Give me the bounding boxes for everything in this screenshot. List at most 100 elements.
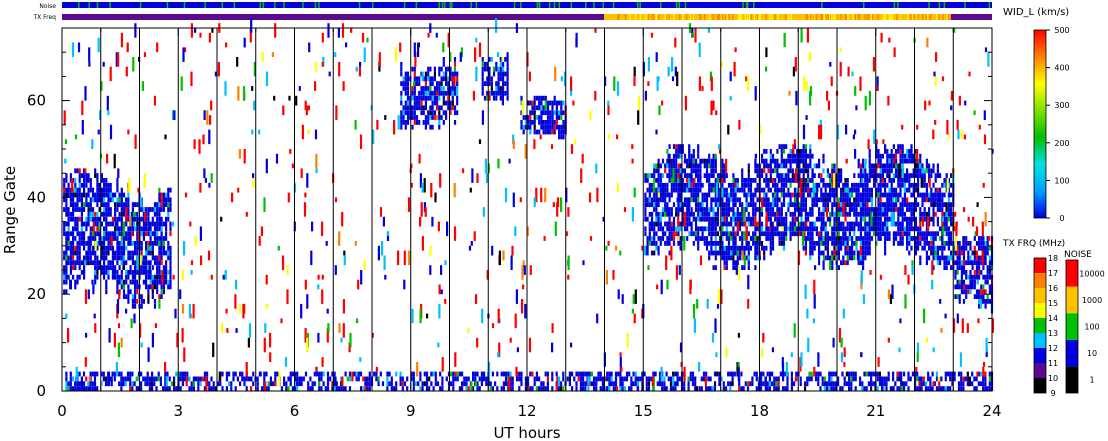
echo-cell bbox=[588, 371, 591, 377]
echo-cell bbox=[654, 371, 657, 377]
echo-cell bbox=[830, 381, 833, 387]
echo-cell bbox=[811, 221, 814, 227]
echo-cell bbox=[127, 231, 130, 237]
echo-cell bbox=[749, 197, 753, 203]
echo-cell bbox=[962, 284, 966, 290]
echo-cell bbox=[453, 86, 457, 91]
echo-cell bbox=[411, 105, 414, 111]
echo-cell bbox=[785, 226, 788, 232]
echo-cell bbox=[494, 381, 497, 387]
echo-cell bbox=[857, 158, 860, 164]
echo-cell bbox=[782, 241, 786, 246]
echo-cell bbox=[906, 245, 909, 251]
echo-cell bbox=[804, 153, 807, 159]
echo-cell bbox=[159, 381, 162, 387]
echo-cell bbox=[87, 207, 90, 212]
echo-cell bbox=[633, 313, 636, 324]
echo-cell bbox=[647, 376, 651, 382]
echo-cell bbox=[83, 245, 86, 251]
echo-cell bbox=[719, 226, 722, 232]
echo-cell bbox=[714, 168, 717, 174]
echo-cell bbox=[359, 386, 363, 391]
echo-cell bbox=[203, 376, 206, 382]
echo-cell bbox=[167, 197, 170, 203]
echo-cell bbox=[960, 376, 963, 382]
echo-cell bbox=[648, 182, 651, 188]
echo-cell bbox=[721, 221, 724, 227]
echo-cell bbox=[865, 386, 868, 391]
echo-cell bbox=[782, 163, 786, 169]
echo-cell bbox=[910, 158, 913, 164]
echo-cell bbox=[105, 192, 108, 198]
echo-cell bbox=[895, 163, 898, 169]
echo-cell bbox=[799, 381, 802, 387]
echo-cell bbox=[813, 173, 816, 178]
echo-cell bbox=[688, 158, 691, 164]
echo-cell bbox=[859, 245, 862, 251]
echo-cell bbox=[776, 202, 779, 207]
echo-cell bbox=[328, 71, 331, 77]
echo-cell bbox=[403, 381, 407, 387]
echo-cell bbox=[692, 149, 695, 154]
echo-cell bbox=[78, 265, 81, 270]
echo-cell bbox=[445, 66, 448, 72]
echo-cell bbox=[93, 386, 97, 391]
echo-cell bbox=[789, 178, 792, 183]
echo-cell bbox=[449, 100, 452, 106]
echo-cell bbox=[944, 371, 947, 377]
echo-cell bbox=[658, 371, 662, 377]
echo-cell bbox=[936, 202, 939, 207]
echo-cell bbox=[776, 192, 779, 198]
echo-cell bbox=[802, 168, 805, 174]
echo-cell bbox=[831, 202, 834, 207]
echo-cell bbox=[754, 221, 757, 227]
echo-cell bbox=[749, 192, 753, 198]
echo-cell bbox=[986, 250, 989, 256]
echo-cell bbox=[917, 245, 920, 251]
echo-cell bbox=[910, 153, 913, 159]
echo-cell bbox=[126, 376, 130, 382]
echo-cell bbox=[195, 376, 198, 382]
echo-cell bbox=[67, 386, 70, 391]
echo-cell bbox=[899, 221, 902, 227]
echo-cell bbox=[506, 76, 509, 82]
echo-cell bbox=[842, 226, 845, 232]
echo-cell bbox=[767, 182, 770, 188]
echo-cell bbox=[85, 182, 88, 188]
echo-cell bbox=[741, 265, 744, 270]
echo-cell bbox=[451, 90, 454, 96]
echo-cell bbox=[986, 299, 989, 304]
echo-cell bbox=[712, 163, 715, 169]
echo-cell bbox=[785, 221, 788, 227]
echo-cell bbox=[934, 255, 937, 261]
echo-cell bbox=[366, 376, 369, 382]
echo-cell bbox=[492, 71, 496, 77]
echo-cell bbox=[743, 192, 746, 198]
echo-cell bbox=[870, 207, 873, 212]
echo-cell bbox=[153, 241, 157, 246]
echo-cell bbox=[436, 95, 439, 101]
txfreq-mark bbox=[866, 14, 869, 20]
echo-cell bbox=[542, 105, 545, 111]
echo-cell bbox=[107, 221, 110, 227]
echo-cell bbox=[283, 376, 286, 382]
echo-cell bbox=[488, 71, 491, 77]
echo-cell bbox=[512, 192, 515, 208]
echo-cell bbox=[208, 129, 211, 145]
echo-cell bbox=[771, 241, 775, 246]
echo-cell bbox=[822, 241, 825, 246]
echo-cell bbox=[162, 270, 165, 275]
echo-cell bbox=[304, 328, 307, 343]
txfreq-mark bbox=[833, 14, 835, 20]
echo-cell bbox=[923, 236, 926, 241]
echo-cell bbox=[914, 168, 917, 174]
echo-cell bbox=[846, 226, 849, 232]
echo-cell bbox=[535, 115, 539, 120]
echo-cell bbox=[76, 216, 79, 222]
echo-cell bbox=[888, 158, 891, 164]
echo-cell bbox=[862, 216, 865, 222]
echo-cell bbox=[917, 168, 920, 174]
echo-cell bbox=[74, 245, 77, 251]
echo-cell bbox=[831, 187, 834, 193]
echo-cell bbox=[705, 158, 709, 164]
